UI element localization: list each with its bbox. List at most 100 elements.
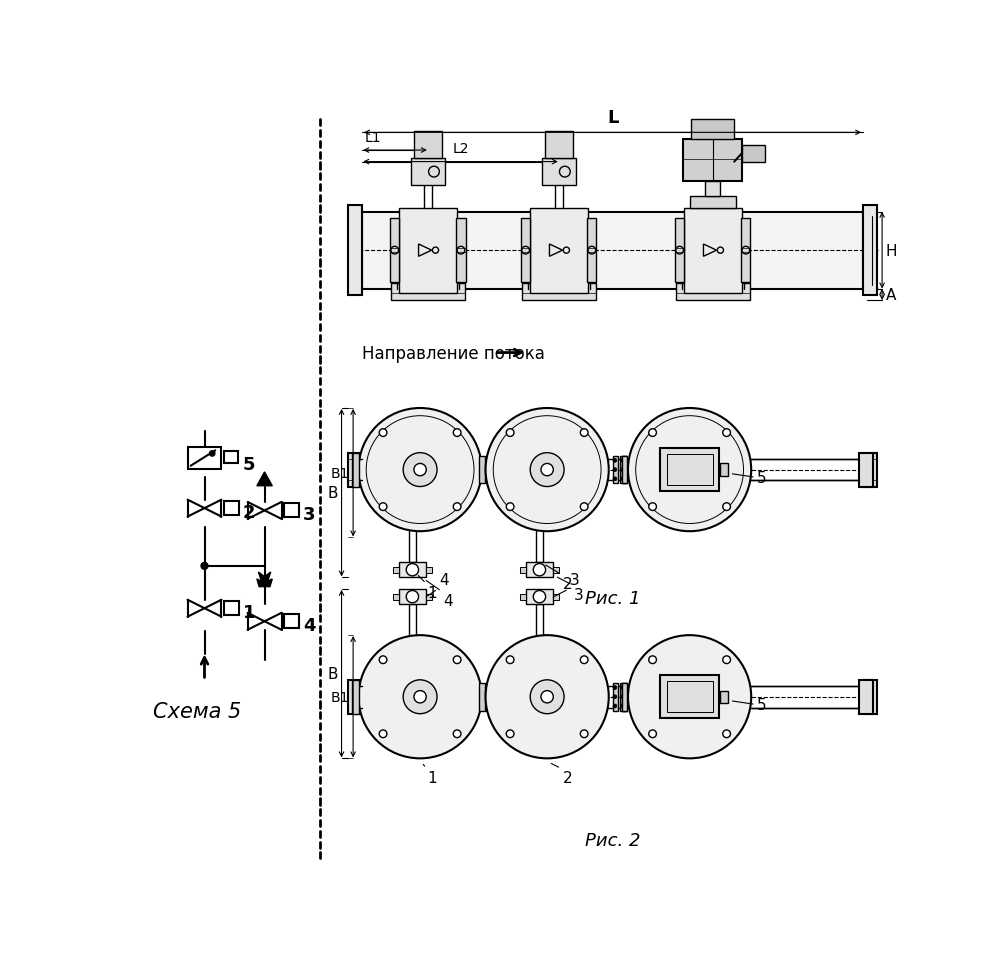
Text: 1: 1	[428, 585, 437, 601]
Bar	[526, 589, 553, 605]
Circle shape	[613, 478, 617, 482]
Bar	[622, 683, 627, 711]
Circle shape	[210, 452, 215, 456]
Text: 4: 4	[439, 573, 449, 588]
Bar	[426, 567, 432, 574]
Bar	[479, 456, 485, 484]
Circle shape	[379, 429, 387, 437]
Bar	[391, 284, 465, 301]
Bar	[520, 567, 526, 574]
Bar	[720, 691, 728, 703]
Bar	[741, 219, 750, 283]
Text: Рис. 2: Рис. 2	[585, 831, 640, 850]
Bar	[542, 159, 576, 185]
Bar	[348, 680, 362, 714]
Circle shape	[494, 695, 497, 699]
Circle shape	[494, 468, 497, 472]
Circle shape	[541, 464, 553, 477]
Bar	[393, 567, 399, 574]
Circle shape	[379, 503, 387, 511]
Bar	[493, 456, 499, 484]
Circle shape	[406, 564, 419, 577]
Circle shape	[494, 478, 497, 482]
Text: B1: B1	[331, 690, 349, 704]
Bar	[493, 683, 499, 711]
Bar	[863, 680, 877, 714]
Bar	[224, 602, 239, 615]
Circle shape	[580, 656, 588, 664]
Circle shape	[379, 656, 387, 664]
Text: Рис. 1: Рис. 1	[585, 589, 640, 608]
Text: B: B	[327, 667, 338, 681]
Text: 1: 1	[243, 604, 256, 621]
Circle shape	[506, 656, 514, 664]
Text: B: B	[327, 485, 338, 501]
Bar	[684, 208, 742, 294]
Circle shape	[723, 731, 730, 737]
Circle shape	[621, 459, 625, 463]
Circle shape	[580, 429, 588, 437]
Circle shape	[494, 459, 497, 463]
Bar	[683, 140, 742, 181]
Bar	[526, 562, 553, 578]
Circle shape	[414, 464, 426, 477]
Bar	[399, 562, 426, 578]
Bar	[691, 120, 734, 140]
Text: Схема 5: Схема 5	[153, 701, 241, 721]
Bar	[393, 594, 399, 600]
Circle shape	[613, 459, 617, 463]
Circle shape	[533, 564, 546, 577]
Text: 4: 4	[303, 616, 316, 635]
Bar	[456, 219, 466, 283]
Bar	[399, 208, 457, 294]
Bar	[613, 456, 618, 484]
Circle shape	[506, 731, 514, 737]
Bar	[587, 219, 596, 283]
Circle shape	[613, 468, 617, 472]
Bar	[486, 456, 491, 484]
Circle shape	[453, 503, 461, 511]
Bar	[348, 453, 362, 487]
Circle shape	[621, 468, 625, 472]
Circle shape	[486, 468, 490, 472]
Circle shape	[649, 429, 656, 437]
Bar	[666, 681, 713, 712]
Circle shape	[533, 591, 546, 603]
Bar	[863, 453, 877, 487]
Circle shape	[628, 409, 751, 532]
Circle shape	[621, 686, 625, 690]
Text: 2: 2	[563, 770, 572, 785]
Text: L: L	[607, 109, 618, 127]
Text: B1: B1	[331, 466, 349, 481]
Circle shape	[486, 704, 490, 708]
Text: Направление потока: Направление потока	[362, 344, 545, 362]
Bar	[553, 567, 559, 574]
Text: A: A	[886, 288, 896, 302]
Bar	[486, 683, 491, 711]
Circle shape	[628, 636, 751, 759]
Bar	[742, 145, 765, 163]
Bar	[660, 675, 719, 719]
Bar	[666, 454, 713, 485]
Bar	[188, 448, 221, 469]
Bar	[284, 504, 299, 517]
Circle shape	[494, 686, 497, 690]
Circle shape	[649, 656, 656, 664]
Bar	[352, 453, 359, 487]
Bar	[553, 594, 559, 600]
Circle shape	[486, 409, 609, 532]
Text: 5: 5	[243, 455, 256, 474]
Circle shape	[530, 680, 564, 714]
Circle shape	[414, 691, 426, 703]
Circle shape	[453, 731, 461, 737]
Bar	[660, 449, 719, 491]
Bar	[520, 594, 526, 600]
Bar	[352, 680, 359, 714]
Bar	[411, 159, 445, 185]
Bar	[676, 284, 750, 301]
Text: L1: L1	[365, 131, 381, 144]
Bar	[620, 456, 626, 484]
Circle shape	[621, 478, 625, 482]
Circle shape	[613, 686, 617, 690]
Circle shape	[621, 704, 625, 708]
